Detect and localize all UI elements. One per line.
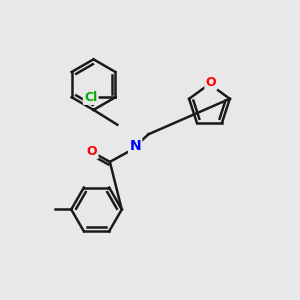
Text: O: O <box>206 76 216 89</box>
Text: N: N <box>129 139 141 152</box>
Text: O: O <box>87 145 98 158</box>
Text: Cl: Cl <box>84 91 98 104</box>
